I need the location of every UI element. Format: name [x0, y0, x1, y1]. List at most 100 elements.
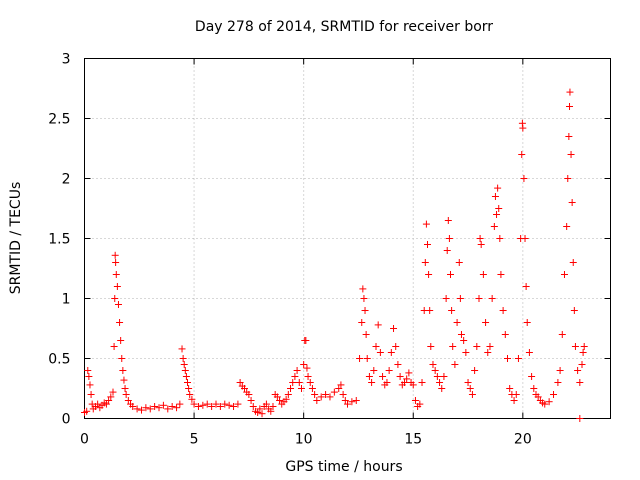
data-point [468, 391, 476, 398]
data-point [273, 393, 281, 401]
data-point [528, 373, 536, 380]
y-tick-label: 2 [62, 172, 71, 188]
data-point [352, 397, 360, 404]
data-point [418, 379, 426, 386]
data-point [545, 398, 553, 406]
data-point [494, 184, 502, 192]
data-point [322, 391, 330, 398]
data-point [396, 373, 404, 380]
data-point [518, 151, 526, 158]
data-point [566, 103, 574, 110]
x-axis-label: GPS time / hours [285, 459, 402, 475]
data-point [510, 397, 518, 404]
data-point [482, 319, 490, 326]
data-point [496, 235, 504, 242]
data-point [203, 400, 211, 408]
y-tick-label: 0 [62, 412, 71, 428]
data-point [121, 385, 129, 392]
data-point [361, 307, 369, 314]
y-tick-label: 0.5 [48, 352, 70, 368]
data-point [124, 397, 132, 404]
data-point [423, 241, 431, 248]
data-point [530, 385, 538, 392]
data-point [550, 391, 558, 398]
data-point [453, 319, 461, 326]
data-point [176, 400, 184, 408]
data-point [392, 343, 400, 350]
data-point [267, 407, 275, 415]
data-point [185, 385, 193, 392]
data-point [569, 259, 577, 266]
data-point [300, 361, 308, 368]
data-point [304, 373, 312, 380]
data-point [523, 319, 531, 326]
data-point [464, 379, 472, 386]
data-point [448, 307, 456, 314]
data-point [194, 403, 202, 410]
data-point [426, 307, 434, 314]
data-point [111, 295, 119, 302]
data-point [385, 367, 393, 374]
data-point [137, 406, 145, 414]
data-point [475, 295, 483, 302]
data-point [488, 295, 496, 302]
data-point [112, 259, 120, 266]
data-point [425, 271, 433, 278]
data-point [240, 385, 248, 392]
data-point [503, 355, 511, 362]
data-point [208, 403, 216, 410]
data-point [330, 388, 338, 396]
data-point [443, 247, 451, 254]
data-point [512, 391, 520, 398]
data-point [254, 409, 262, 416]
data-point [383, 379, 391, 386]
data-point [293, 367, 301, 374]
data-point [188, 395, 196, 403]
data-point [568, 199, 576, 206]
data-point [179, 355, 187, 362]
data-point [374, 321, 382, 329]
data-point [379, 373, 387, 380]
ticks: 0 0.5 1 1.5 2 2.5 3 0 5 10 15 20 [48, 52, 611, 448]
data-point [84, 367, 92, 374]
data-point [554, 379, 562, 386]
data-point [287, 385, 295, 392]
data-point [182, 373, 190, 380]
data-point [112, 271, 120, 278]
data-point [440, 373, 448, 380]
data-point [390, 325, 398, 332]
data-point [376, 349, 384, 356]
data-point [442, 295, 450, 302]
data-point [567, 151, 575, 158]
data-point [497, 271, 505, 278]
data-point [565, 133, 573, 140]
data-point [421, 259, 429, 266]
data-point [394, 361, 402, 368]
data-point [348, 398, 356, 406]
data-point [471, 367, 479, 374]
data-point [491, 193, 499, 200]
data-point [400, 379, 408, 386]
data-point [403, 375, 411, 383]
data-point [522, 283, 530, 290]
data-point [466, 385, 474, 392]
data-point [86, 381, 94, 389]
data-point [580, 343, 588, 350]
data-point [289, 379, 297, 386]
data-point [360, 295, 368, 302]
data-point [113, 283, 121, 290]
data-point [456, 295, 464, 302]
data-point [109, 388, 117, 396]
data-point [416, 400, 424, 408]
data-point [564, 175, 572, 182]
data-point [225, 401, 233, 409]
data-point [411, 397, 419, 404]
data-point [534, 393, 542, 401]
data-point [455, 259, 463, 266]
data-point [308, 385, 316, 392]
data-point [566, 88, 574, 96]
data-point [269, 403, 277, 410]
data-point [284, 391, 292, 398]
data-point [234, 400, 242, 408]
